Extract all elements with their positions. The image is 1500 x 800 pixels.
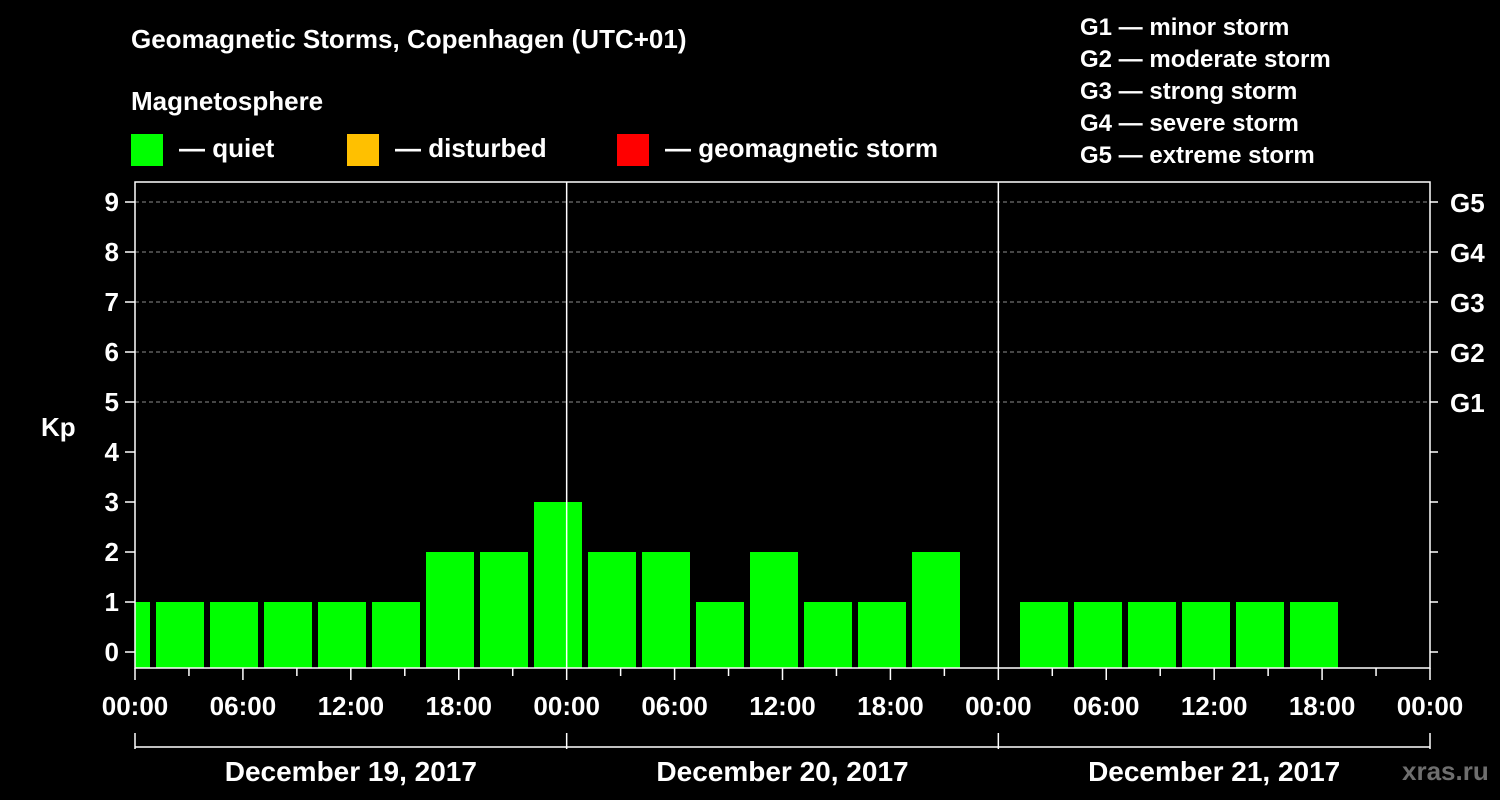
bar xyxy=(1290,602,1338,668)
x-tick-label: 06:00 xyxy=(210,691,277,721)
legend-quiet-swatch xyxy=(131,134,163,166)
legend-quiet: — quiet xyxy=(131,132,275,166)
legend-heading: Magnetosphere xyxy=(131,86,324,116)
g-tick-label: G1 xyxy=(1450,388,1485,418)
y-tick-label: 8 xyxy=(105,237,119,267)
g-tick-label: G2 xyxy=(1450,338,1485,368)
y-tick-label: 0 xyxy=(105,637,119,667)
bar xyxy=(1236,602,1284,668)
x-tick-label: 00:00 xyxy=(965,691,1032,721)
g-scale-g2: G2 — moderate storm xyxy=(1080,46,1331,73)
g-scale-g4: G4 — severe storm xyxy=(1080,110,1299,137)
g-scale-g3: G3 — strong storm xyxy=(1080,78,1298,105)
bar xyxy=(1182,602,1230,668)
legend-storm-label: — geomagnetic storm xyxy=(665,132,939,163)
x-tick-label: 12:00 xyxy=(1181,691,1248,721)
bar xyxy=(858,602,906,668)
bar xyxy=(156,602,204,668)
bar xyxy=(534,502,582,668)
date-label: December 19, 2017 xyxy=(225,756,477,787)
bar xyxy=(1020,602,1068,668)
x-tick-label: 06:00 xyxy=(641,691,708,721)
bar xyxy=(642,552,690,668)
bar xyxy=(588,552,636,668)
x-tick-label: 00:00 xyxy=(102,691,169,721)
legend-storm-swatch xyxy=(617,134,649,166)
legend-disturbed-label: — disturbed xyxy=(395,132,547,163)
y-tick-label: 4 xyxy=(105,437,120,467)
y-tick-label: 6 xyxy=(105,337,119,367)
bar-group xyxy=(135,502,1338,668)
date-label: December 21, 2017 xyxy=(1088,756,1340,787)
g-scale-g5: G5 — extreme storm xyxy=(1080,142,1315,169)
bar xyxy=(426,552,474,668)
legend-quiet-label: — quiet xyxy=(179,132,275,163)
y-tick-label: 2 xyxy=(105,537,119,567)
bar xyxy=(480,552,528,668)
bar xyxy=(912,552,960,668)
g-tick-label: G5 xyxy=(1450,188,1485,218)
x-tick-label: 00:00 xyxy=(1397,691,1464,721)
legend-disturbed: — disturbed xyxy=(347,132,547,166)
y-tick-label: 1 xyxy=(105,587,119,617)
date-label: December 20, 2017 xyxy=(656,756,908,787)
bar xyxy=(750,552,798,668)
legend-storm: — geomagnetic storm xyxy=(617,132,939,166)
bar xyxy=(135,602,150,668)
g-tick-label: G4 xyxy=(1450,238,1485,268)
x-tick-label: 18:00 xyxy=(857,691,924,721)
bar xyxy=(318,602,366,668)
bar xyxy=(1074,602,1122,668)
x-tick-label: 18:00 xyxy=(1289,691,1356,721)
x-tick-label: 12:00 xyxy=(749,691,816,721)
x-tick-label: 00:00 xyxy=(533,691,600,721)
bar xyxy=(1128,602,1176,668)
g-scale-g1: G1 — minor storm xyxy=(1080,14,1290,41)
bar xyxy=(372,602,420,668)
bar xyxy=(264,602,312,668)
y-axis-label: Kp xyxy=(41,412,76,442)
bar xyxy=(696,602,744,668)
x-tick-label: 12:00 xyxy=(318,691,385,721)
x-tick-label: 18:00 xyxy=(426,691,493,721)
y-tick-label: 3 xyxy=(105,487,119,517)
y-tick-label: 7 xyxy=(105,287,119,317)
legend-disturbed-swatch xyxy=(347,134,379,166)
g-tick-label: G3 xyxy=(1450,288,1485,318)
chart-title: Geomagnetic Storms, Copenhagen (UTC+01) xyxy=(131,24,687,54)
y-tick-label: 9 xyxy=(105,187,119,217)
bar xyxy=(210,602,258,668)
watermark: xras.ru xyxy=(1402,756,1489,786)
bar xyxy=(804,602,852,668)
x-tick-label: 06:00 xyxy=(1073,691,1140,721)
y-tick-label: 5 xyxy=(105,387,119,417)
